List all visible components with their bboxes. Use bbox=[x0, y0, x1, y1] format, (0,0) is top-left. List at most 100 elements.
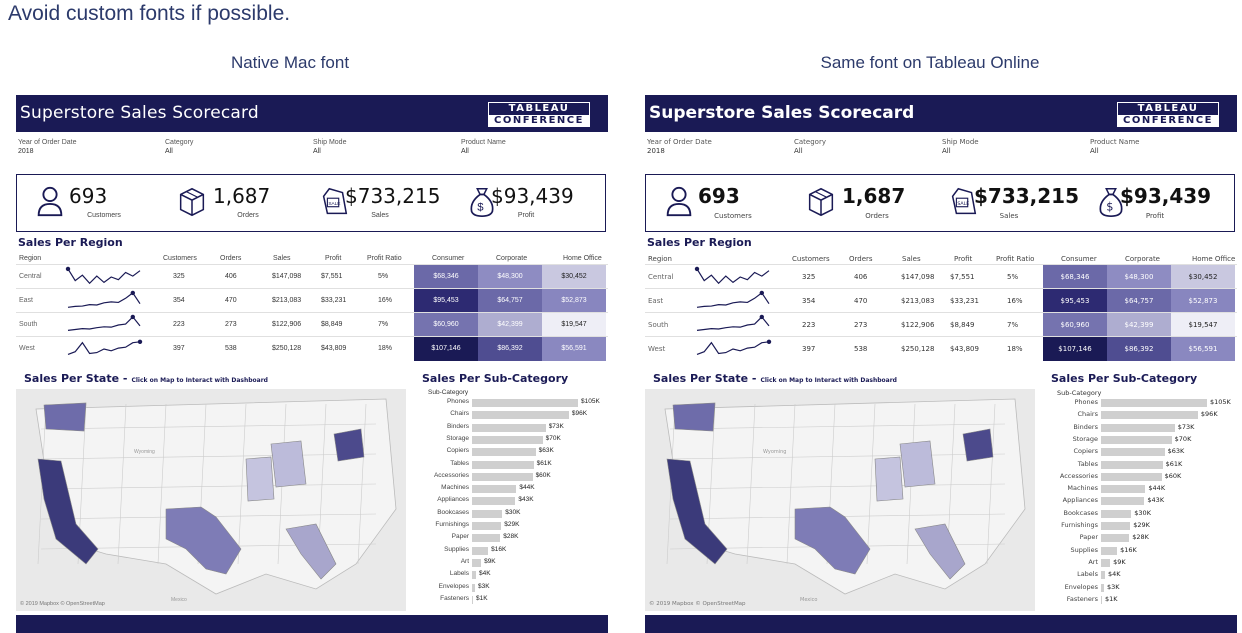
filter-value[interactable]: All bbox=[165, 148, 173, 155]
subcat-bar[interactable] bbox=[472, 485, 517, 494]
segment-consumer[interactable]: $107,146 bbox=[414, 337, 478, 361]
subcat-bar-row[interactable]: Envelopes $3K bbox=[1039, 582, 1235, 594]
subcat-bar-row[interactable]: Phones $105K bbox=[1039, 397, 1235, 409]
region-row-central[interactable]: Central 325 406 $147,098 $7,551 5% $68,346 $48,… bbox=[16, 264, 608, 289]
filter-0[interactable]: Year of Order Date 2018 bbox=[18, 138, 77, 156]
segment-home-office[interactable]: $30,452 bbox=[542, 265, 606, 289]
segment-home-office[interactable]: $56,591 bbox=[542, 337, 606, 361]
segment-home-office[interactable]: $30,452 bbox=[1171, 265, 1235, 289]
subcat-bar-row[interactable]: Envelopes $3K bbox=[410, 582, 606, 594]
region-row-west[interactable]: West 397 538 $250,128 $43,809 18% $107,146 $86,… bbox=[16, 336, 608, 361]
subcat-bar-row[interactable]: Accessories $60K bbox=[410, 471, 606, 483]
segment-consumer[interactable]: $95,453 bbox=[1043, 289, 1107, 313]
subcat-bar-row[interactable]: Appliances $43K bbox=[1039, 495, 1235, 507]
filter-value[interactable]: 2018 bbox=[18, 148, 34, 155]
subcat-bar[interactable] bbox=[472, 435, 543, 444]
subcat-bar-row[interactable]: Supplies $16K bbox=[410, 545, 606, 557]
subcat-bar-row[interactable]: Chairs $96K bbox=[410, 409, 606, 421]
subcat-bar[interactable] bbox=[472, 448, 536, 457]
filter-value[interactable]: All bbox=[794, 147, 803, 155]
subcat-bar-row[interactable]: Copiers $63K bbox=[1039, 446, 1235, 458]
subcat-bar-row[interactable]: Storage $70K bbox=[1039, 434, 1235, 446]
filter-value[interactable]: 2018 bbox=[647, 147, 665, 155]
subcat-bar-row[interactable]: Machines $44K bbox=[1039, 483, 1235, 495]
subcat-bar[interactable] bbox=[1101, 558, 1111, 567]
subcat-bar-row[interactable]: Machines $44K bbox=[410, 483, 606, 495]
subcat-bar[interactable] bbox=[472, 583, 476, 592]
region-row-south[interactable]: South 223 273 $122,906 $8,849 7% $60,960 $42,39… bbox=[16, 312, 608, 337]
segment-corporate[interactable]: $64,757 bbox=[1107, 289, 1171, 313]
filter-2[interactable]: Ship Mode All bbox=[942, 138, 979, 156]
subcat-bar-row[interactable]: Labels $4K bbox=[410, 569, 606, 581]
subcat-bar-row[interactable]: Storage $70K bbox=[410, 434, 606, 446]
subcat-bar[interactable] bbox=[1101, 583, 1105, 592]
segment-home-office[interactable]: $19,547 bbox=[1171, 313, 1235, 337]
us-state-map[interactable]: Wyoming Mexico © 2019 Mapbox © OpenStreetM… bbox=[16, 389, 406, 611]
subcat-bar[interactable] bbox=[1101, 411, 1198, 420]
segment-consumer[interactable]: $107,146 bbox=[1043, 337, 1107, 361]
subcat-bar-row[interactable]: Supplies $16K bbox=[1039, 545, 1235, 557]
subcat-bar-row[interactable]: Labels $4K bbox=[1039, 569, 1235, 581]
subcat-bar[interactable] bbox=[472, 534, 501, 543]
subcat-bar[interactable] bbox=[472, 472, 533, 481]
filter-3[interactable]: Product Name All bbox=[1090, 138, 1139, 156]
subcat-bar[interactable] bbox=[1101, 472, 1162, 481]
segment-corporate[interactable]: $48,300 bbox=[478, 265, 542, 289]
subcat-bar[interactable] bbox=[1101, 423, 1175, 432]
subcat-bar-row[interactable]: Fasteners $1K bbox=[1039, 594, 1235, 606]
segment-corporate[interactable]: $42,399 bbox=[478, 313, 542, 337]
segment-home-office[interactable]: $52,873 bbox=[542, 289, 606, 313]
subcat-bar-row[interactable]: Tables $61K bbox=[1039, 459, 1235, 471]
subcat-bar[interactable] bbox=[472, 411, 569, 420]
filter-value[interactable]: All bbox=[313, 148, 321, 155]
subcat-bar[interactable] bbox=[472, 558, 482, 567]
subcat-bar-row[interactable]: Binders $73K bbox=[410, 422, 606, 434]
subcat-bar[interactable] bbox=[1101, 509, 1132, 518]
segment-consumer[interactable]: $60,960 bbox=[1043, 313, 1107, 337]
subcat-bar-row[interactable]: Paper $28K bbox=[410, 532, 606, 544]
subcat-bar-row[interactable]: Art $9K bbox=[410, 557, 606, 569]
subcat-bar[interactable] bbox=[1101, 485, 1146, 494]
subcat-bar-row[interactable]: Bookcases $30K bbox=[1039, 508, 1235, 520]
segment-consumer[interactable]: $68,346 bbox=[414, 265, 478, 289]
subcat-bar[interactable] bbox=[1101, 546, 1118, 555]
subcat-bar[interactable] bbox=[1101, 435, 1172, 444]
subcat-bar-row[interactable]: Tables $61K bbox=[410, 459, 606, 471]
filter-3[interactable]: Product Name All bbox=[461, 138, 506, 156]
subcat-bar-row[interactable]: Binders $73K bbox=[1039, 422, 1235, 434]
segment-corporate[interactable]: $42,399 bbox=[1107, 313, 1171, 337]
subcat-bar[interactable] bbox=[472, 460, 534, 469]
segment-corporate[interactable]: $64,757 bbox=[478, 289, 542, 313]
subcat-bar[interactable] bbox=[472, 497, 516, 506]
subcat-bar-row[interactable]: Chairs $96K bbox=[1039, 409, 1235, 421]
segment-corporate[interactable]: $48,300 bbox=[1107, 265, 1171, 289]
segment-consumer[interactable]: $60,960 bbox=[414, 313, 478, 337]
subcat-bar-row[interactable]: Phones $105K bbox=[410, 397, 606, 409]
subcat-bar[interactable] bbox=[1101, 399, 1207, 407]
region-row-south[interactable]: South 223 273 $122,906 $8,849 7% $60,960 $42,39… bbox=[645, 312, 1237, 337]
subcat-bar-row[interactable]: Art $9K bbox=[1039, 557, 1235, 569]
segment-corporate[interactable]: $86,392 bbox=[478, 337, 542, 361]
region-row-central[interactable]: Central 325 406 $147,098 $7,551 5% $68,346 $48,… bbox=[645, 264, 1237, 289]
subcat-bar-row[interactable]: Accessories $60K bbox=[1039, 471, 1235, 483]
subcat-bar[interactable] bbox=[472, 522, 502, 530]
filter-2[interactable]: Ship Mode All bbox=[313, 138, 346, 156]
region-row-east[interactable]: East 354 470 $213,083 $33,231 16% $95,453 $64,7… bbox=[645, 288, 1237, 313]
subcat-bar[interactable] bbox=[472, 423, 546, 432]
segment-corporate[interactable]: $86,392 bbox=[1107, 337, 1171, 361]
region-row-west[interactable]: West 397 538 $250,128 $43,809 18% $107,146 $86,… bbox=[645, 336, 1237, 361]
subcat-bar-row[interactable]: Furnishings $29K bbox=[410, 520, 606, 532]
us-state-map[interactable]: Wyoming Mexico © 2019 Mapbox © OpenStreetM… bbox=[645, 389, 1035, 611]
segment-consumer[interactable]: $95,453 bbox=[414, 289, 478, 313]
region-row-east[interactable]: East 354 470 $213,083 $33,231 16% $95,453 $64,7… bbox=[16, 288, 608, 313]
segment-home-office[interactable]: $19,547 bbox=[542, 313, 606, 337]
filter-value[interactable]: All bbox=[461, 148, 469, 155]
subcat-bar[interactable] bbox=[472, 571, 477, 580]
subcat-bar-row[interactable]: Copiers $63K bbox=[410, 446, 606, 458]
filter-value[interactable]: All bbox=[942, 147, 951, 155]
subcat-bar[interactable] bbox=[472, 546, 489, 555]
filter-1[interactable]: Category All bbox=[165, 138, 193, 156]
filter-0[interactable]: Year of Order Date 2018 bbox=[647, 138, 712, 156]
filter-value[interactable]: All bbox=[1090, 147, 1099, 155]
subcat-bar-row[interactable]: Appliances $43K bbox=[410, 495, 606, 507]
